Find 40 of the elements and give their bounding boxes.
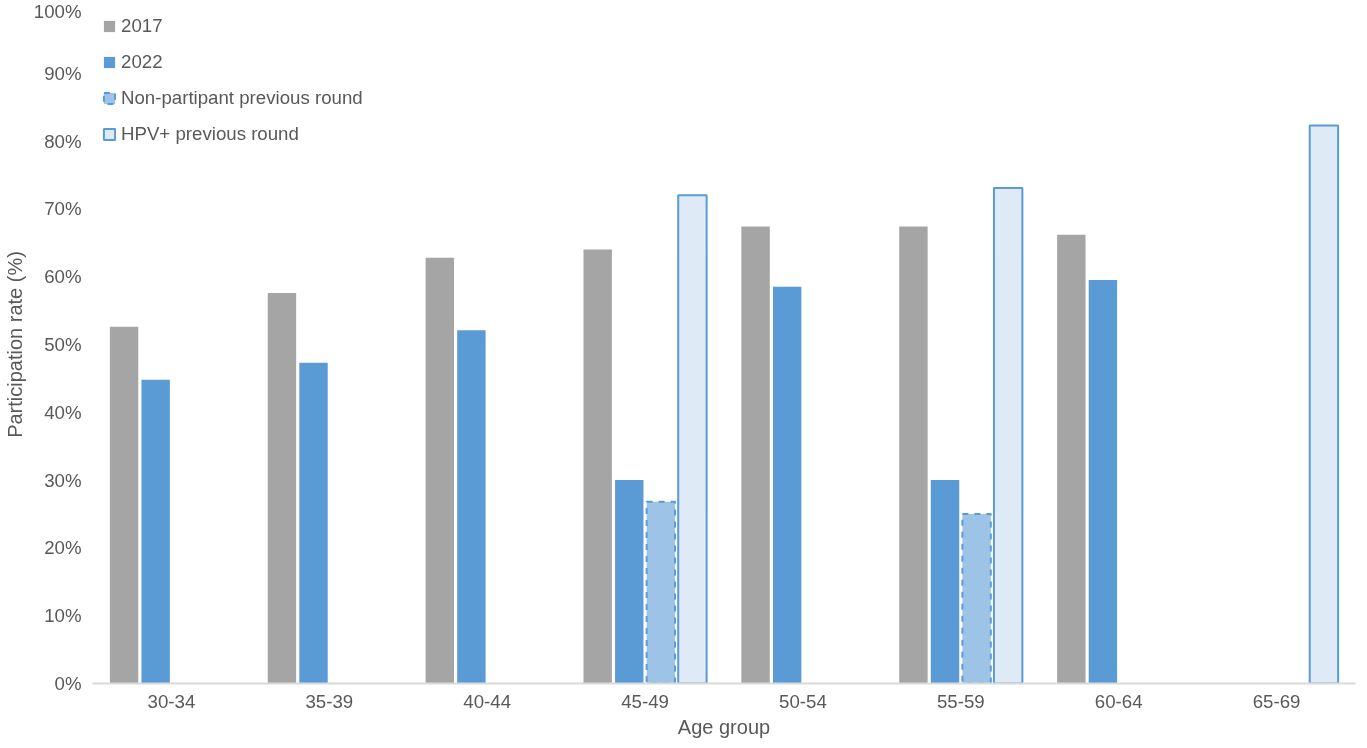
x-tick-label: 45-49 [621, 690, 669, 712]
legend-label: Non-partipant previous round [121, 87, 363, 109]
bar [425, 257, 455, 684]
y-tick-label: 60% [44, 266, 82, 288]
bar [1088, 280, 1118, 684]
y-tick-label: 0% [54, 673, 82, 694]
bar [267, 292, 297, 684]
y-axis-title: Participation rate (%) [3, 251, 26, 438]
x-tick-label: 65-69 [1252, 690, 1301, 712]
legend-label: HPV+ previous round [121, 123, 299, 145]
bar [457, 330, 486, 684]
bar [1057, 234, 1086, 684]
x-tick-label: 30-34 [147, 690, 196, 712]
legend-label: 2017 [121, 15, 163, 37]
bar [583, 249, 612, 684]
bar [1308, 124, 1340, 684]
x-tick-label: 50-54 [779, 690, 827, 712]
y-tick-label: 10% [44, 605, 82, 627]
y-tick-label: 30% [44, 469, 82, 491]
y-tick-label: 90% [44, 62, 82, 84]
bar [615, 480, 644, 684]
y-tick-label: 20% [44, 537, 82, 559]
y-tick-label: 80% [44, 130, 82, 152]
x-tick-label: 55-59 [936, 690, 985, 712]
bar [930, 480, 960, 684]
bar [772, 286, 802, 684]
legend-label: 2022 [121, 51, 163, 73]
y-tick-label: 40% [44, 401, 82, 423]
bar [299, 362, 328, 684]
bar [741, 226, 770, 684]
y-tick-label: 50% [44, 334, 82, 355]
bar [109, 326, 139, 684]
bar [141, 379, 170, 684]
bar [899, 226, 928, 684]
x-axis-title: Age group [677, 715, 771, 738]
y-tick-label: 100% [33, 0, 82, 22]
x-tick-label: 60-64 [1094, 690, 1143, 712]
y-tick-label: 70% [44, 198, 82, 220]
x-tick-label: 35-39 [305, 690, 354, 712]
x-tick-label: 40-44 [463, 690, 512, 712]
